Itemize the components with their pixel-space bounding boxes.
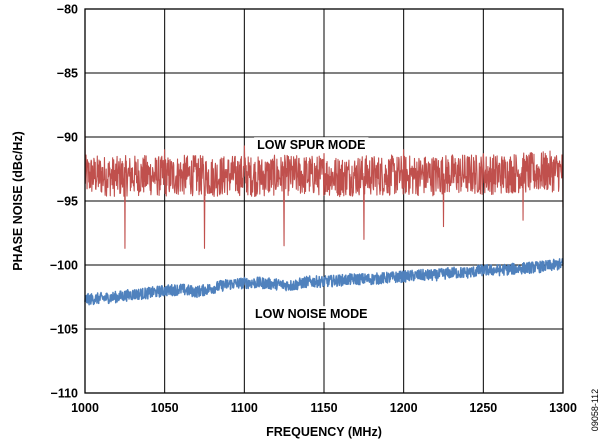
y-tick-label: −80 bbox=[57, 3, 78, 17]
series-annotation: LOW SPUR MODE bbox=[254, 137, 369, 154]
y-tick-label: −105 bbox=[50, 323, 78, 337]
x-tick-label: 1300 bbox=[549, 401, 577, 415]
y-axis-title: PHASE NOISE (dBc/Hz) bbox=[11, 131, 25, 271]
x-tick-label: 1250 bbox=[469, 401, 497, 415]
series-annotation: LOW NOISE MODE bbox=[252, 306, 371, 323]
series-line-low-noise-mode bbox=[84, 258, 564, 306]
y-tick-label: −110 bbox=[51, 387, 79, 401]
grid-lines bbox=[84, 8, 564, 394]
annotation-label: LOW NOISE MODE bbox=[255, 307, 368, 321]
y-tick-label: −100 bbox=[50, 259, 78, 273]
figure-id: 09058-112 bbox=[590, 389, 600, 431]
annotation-label: LOW SPUR MODE bbox=[257, 138, 365, 152]
x-tick-label: 1000 bbox=[71, 401, 99, 415]
x-tick-label: 1050 bbox=[151, 401, 179, 415]
annotation-background bbox=[254, 137, 369, 154]
annotation-background bbox=[252, 306, 371, 323]
x-axis-title: FREQUENCY (MHz) bbox=[266, 425, 382, 439]
x-tick-label: 1150 bbox=[310, 401, 337, 415]
x-tick-label: 1100 bbox=[231, 401, 258, 415]
y-tick-label: −90 bbox=[57, 131, 78, 145]
y-tick-label: −85 bbox=[57, 67, 78, 81]
y-tick-label: −95 bbox=[57, 195, 78, 209]
x-tick-label: 1200 bbox=[390, 401, 418, 415]
plot-frame bbox=[84, 8, 564, 394]
annotations: LOW SPUR MODE LOW NOISE MODE bbox=[252, 137, 371, 323]
